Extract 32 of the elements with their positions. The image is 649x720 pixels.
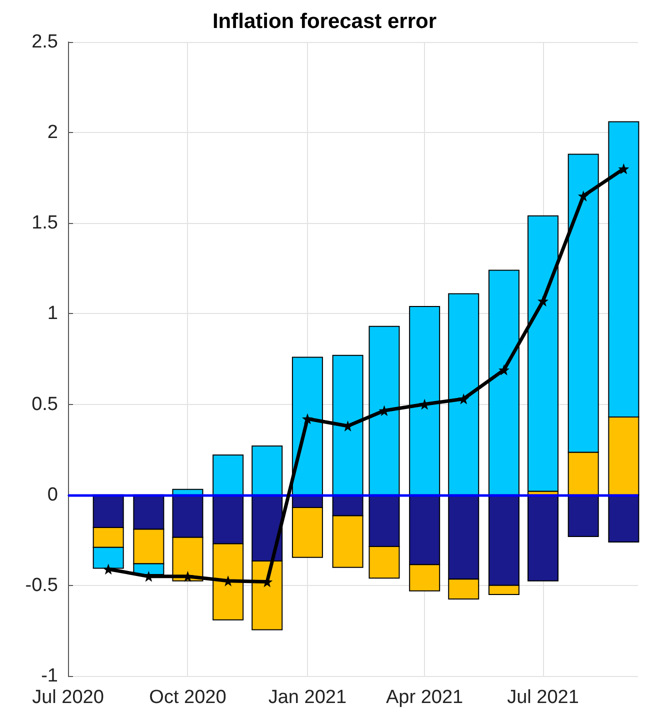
bar [332, 354, 364, 496]
bar [528, 215, 558, 492]
bar [212, 454, 244, 496]
point [458, 393, 470, 404]
point [498, 364, 510, 376]
bar [448, 293, 480, 496]
point [618, 163, 630, 174]
y-tick-label: -0.5 [25, 574, 58, 596]
y-tick-label: 1.5 [32, 212, 58, 234]
x-tick-label: Apr 2021 [386, 687, 464, 708]
x-tick-label: Oct 2020 [149, 687, 226, 708]
bar [252, 445, 283, 496]
bar [568, 494, 599, 538]
y-tick-label: 2 [47, 122, 58, 144]
x-tick-label: Jan 2021 [268, 687, 347, 708]
point [578, 190, 589, 202]
bar [368, 326, 400, 496]
bar [409, 306, 440, 496]
point [538, 296, 548, 307]
y-tick-label: 0.5 [32, 394, 58, 415]
point [102, 564, 114, 575]
bar [172, 488, 204, 496]
y-tick-label: 0 [47, 484, 58, 506]
y-tick-label: 1 [47, 303, 58, 324]
bar [292, 356, 323, 496]
x-tick-label: Jul 2021 [507, 687, 579, 708]
bar [488, 270, 520, 496]
y-tick-label: -1 [41, 666, 58, 686]
x-tick-label: Jul 2020 [32, 687, 104, 708]
y-tick-label: 2.5 [32, 32, 58, 52]
chart-title: Inflation forecast error [212, 10, 437, 33]
point [302, 413, 313, 424]
